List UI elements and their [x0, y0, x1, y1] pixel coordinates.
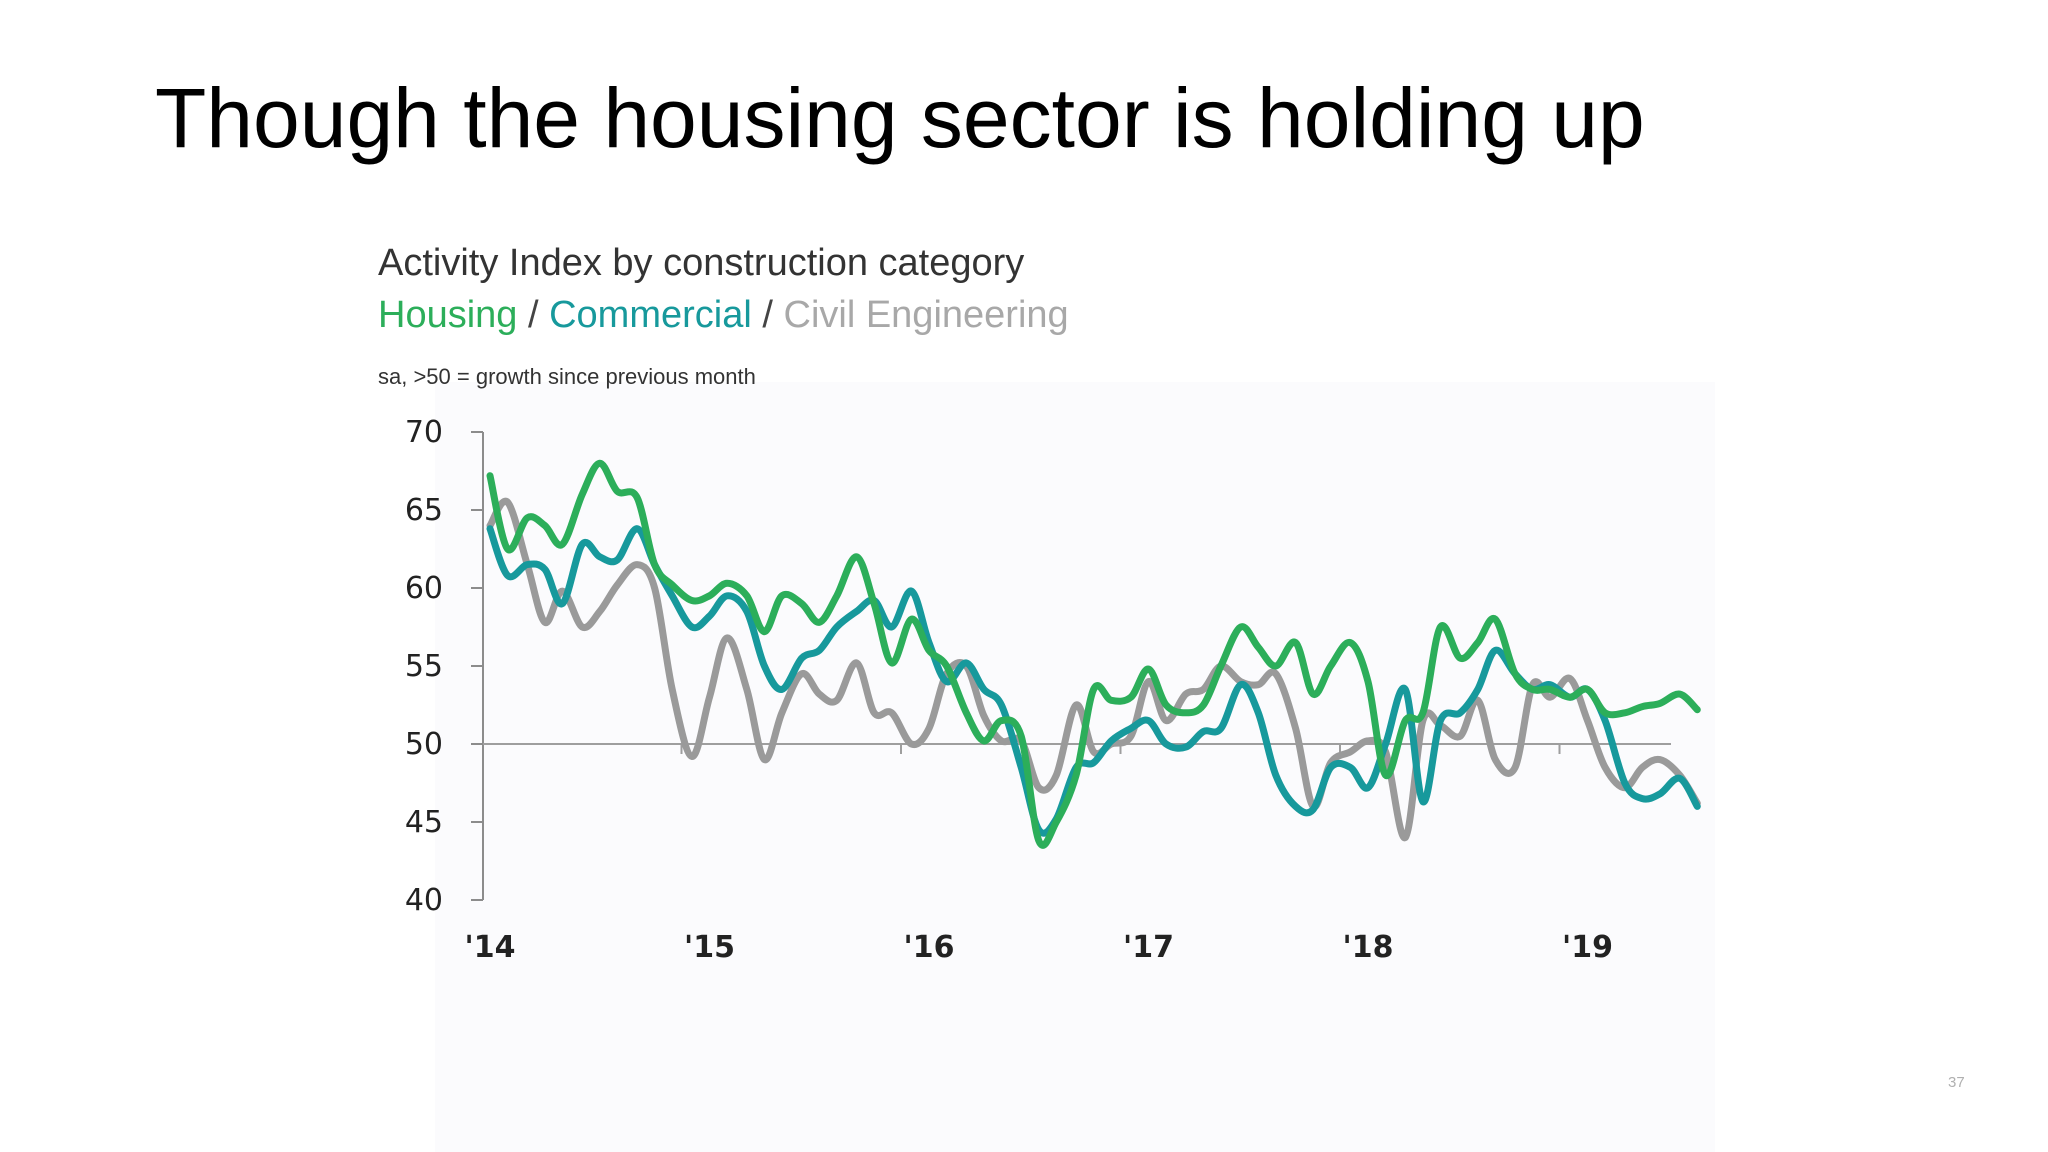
series-line-housing: [486, 459, 1701, 849]
chart-subtitle-legend: Housing / Commercial / Civil Engineering: [378, 294, 1069, 337]
y-tick-label: 65: [405, 493, 443, 528]
x-tick-label: '17: [1123, 930, 1174, 965]
x-tick-label: '14: [465, 930, 516, 965]
series-line-civil-engineering: [486, 497, 1701, 842]
chart-note: sa, >50 = growth since previous month: [378, 364, 756, 389]
chart-title: Activity Index by construction category: [378, 242, 1025, 284]
y-tick-label: 70: [405, 415, 443, 450]
x-tick-label: '15: [684, 930, 735, 965]
y-tick-label: 45: [405, 805, 443, 840]
y-tick-label: 55: [405, 649, 443, 684]
page-number: 37: [1948, 1074, 1965, 1091]
legend-civil-engineering: Civil Engineering: [783, 294, 1069, 336]
legend-commercial: Commercial: [549, 294, 752, 336]
legend-separator: /: [517, 294, 550, 336]
x-tick-label: '16: [904, 930, 955, 965]
y-tick-label: 50: [405, 727, 443, 762]
y-tick-label: 40: [405, 883, 443, 918]
series-line-commercial: [486, 525, 1701, 837]
slide-title: Though the housing sector is holding up: [155, 71, 1645, 165]
y-tick-label: 60: [405, 571, 443, 606]
x-tick-label: '18: [1343, 930, 1394, 965]
legend-separator: /: [751, 294, 784, 336]
legend-housing: Housing: [378, 294, 518, 336]
x-tick-label: '19: [1562, 930, 1613, 965]
